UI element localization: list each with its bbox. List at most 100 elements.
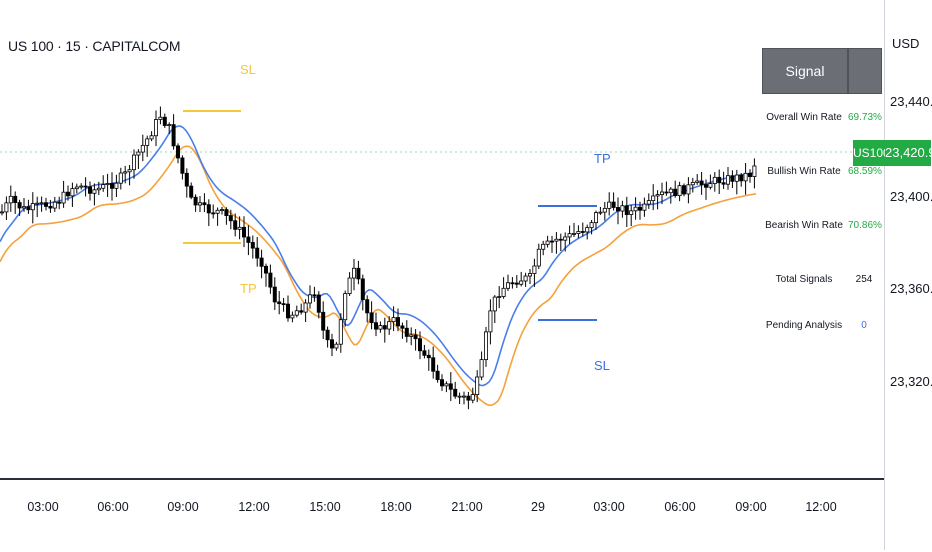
candle[interactable] bbox=[395, 308, 400, 332]
candle[interactable] bbox=[158, 106, 163, 125]
candle[interactable] bbox=[17, 199, 22, 216]
candle[interactable] bbox=[123, 165, 128, 184]
candle[interactable] bbox=[334, 341, 339, 351]
candle[interactable] bbox=[171, 114, 176, 150]
candle[interactable] bbox=[721, 171, 726, 189]
candle[interactable] bbox=[633, 197, 638, 220]
candle[interactable] bbox=[92, 183, 97, 206]
candle[interactable] bbox=[554, 232, 559, 254]
candle[interactable] bbox=[277, 291, 282, 315]
candle[interactable] bbox=[88, 181, 93, 201]
candle[interactable] bbox=[189, 182, 194, 200]
candle[interactable] bbox=[153, 110, 158, 147]
candle[interactable] bbox=[281, 297, 286, 312]
candle[interactable] bbox=[589, 219, 594, 235]
candle[interactable] bbox=[105, 173, 110, 197]
candle[interactable] bbox=[356, 260, 361, 285]
candle[interactable] bbox=[664, 181, 669, 196]
candle[interactable] bbox=[695, 174, 700, 185]
candle[interactable] bbox=[448, 372, 453, 402]
candle[interactable] bbox=[545, 235, 550, 248]
candle[interactable] bbox=[255, 236, 260, 267]
candle[interactable] bbox=[44, 197, 49, 211]
candle[interactable] bbox=[52, 196, 57, 212]
candle[interactable] bbox=[369, 301, 374, 330]
candle[interactable] bbox=[699, 171, 704, 195]
candle[interactable] bbox=[409, 327, 414, 346]
candle[interactable] bbox=[620, 200, 625, 218]
candle[interactable] bbox=[453, 381, 458, 399]
candle[interactable] bbox=[224, 207, 229, 225]
candle[interactable] bbox=[343, 290, 348, 327]
candle[interactable] bbox=[241, 216, 246, 248]
candle[interactable] bbox=[79, 183, 84, 190]
candle[interactable] bbox=[136, 149, 141, 169]
candle[interactable] bbox=[439, 374, 444, 391]
candle[interactable] bbox=[510, 277, 515, 289]
candle[interactable] bbox=[294, 305, 299, 318]
candle[interactable] bbox=[110, 172, 115, 201]
candle[interactable] bbox=[228, 209, 233, 230]
candle[interactable] bbox=[550, 235, 555, 253]
candle[interactable] bbox=[312, 286, 317, 302]
candle[interactable] bbox=[624, 196, 629, 227]
candle[interactable] bbox=[651, 184, 656, 211]
candle[interactable] bbox=[285, 295, 290, 322]
candle[interactable] bbox=[629, 204, 634, 227]
candle[interactable] bbox=[184, 168, 189, 198]
candle[interactable] bbox=[457, 392, 462, 405]
candle[interactable] bbox=[677, 181, 682, 202]
candle[interactable] bbox=[233, 213, 238, 237]
candle[interactable] bbox=[748, 169, 753, 183]
candle[interactable] bbox=[250, 235, 255, 259]
candle[interactable] bbox=[360, 274, 365, 311]
candle[interactable] bbox=[598, 206, 603, 215]
candle[interactable] bbox=[391, 306, 396, 332]
candle[interactable] bbox=[290, 311, 295, 323]
candle[interactable] bbox=[413, 329, 418, 351]
candle[interactable] bbox=[690, 177, 695, 193]
candle[interactable] bbox=[193, 194, 198, 212]
candle[interactable] bbox=[466, 391, 471, 410]
candle[interactable] bbox=[4, 196, 9, 220]
candle[interactable] bbox=[219, 206, 224, 215]
candle[interactable] bbox=[272, 277, 277, 310]
candle[interactable] bbox=[96, 181, 101, 195]
candle[interactable] bbox=[387, 316, 392, 335]
candle[interactable] bbox=[118, 167, 123, 190]
candle[interactable] bbox=[307, 285, 312, 309]
candle[interactable] bbox=[607, 192, 612, 216]
candle[interactable] bbox=[0, 204, 4, 216]
candle[interactable] bbox=[655, 190, 660, 210]
candle[interactable] bbox=[39, 196, 44, 212]
candle[interactable] bbox=[519, 271, 524, 287]
candle[interactable] bbox=[83, 177, 88, 197]
candle[interactable] bbox=[365, 295, 370, 323]
candle[interactable] bbox=[704, 179, 709, 200]
candle[interactable] bbox=[563, 232, 568, 252]
candle[interactable] bbox=[743, 163, 748, 195]
candle[interactable] bbox=[351, 258, 356, 291]
candle[interactable] bbox=[378, 321, 383, 333]
candle[interactable] bbox=[734, 169, 739, 195]
candle[interactable] bbox=[140, 134, 145, 162]
candle[interactable] bbox=[114, 174, 119, 198]
candle[interactable] bbox=[180, 155, 185, 180]
candle[interactable] bbox=[268, 264, 273, 294]
candle[interactable] bbox=[404, 320, 409, 343]
candle[interactable] bbox=[475, 370, 480, 403]
candle[interactable] bbox=[492, 295, 497, 324]
candle[interactable] bbox=[638, 201, 643, 220]
candle[interactable] bbox=[316, 291, 321, 319]
candle[interactable] bbox=[505, 274, 510, 292]
candle[interactable] bbox=[461, 391, 466, 405]
candle[interactable] bbox=[48, 199, 53, 213]
candle[interactable] bbox=[497, 286, 502, 309]
candle[interactable] bbox=[717, 169, 722, 194]
candle[interactable] bbox=[558, 233, 563, 252]
candle[interactable] bbox=[338, 313, 343, 353]
candle[interactable] bbox=[373, 312, 378, 337]
candle[interactable] bbox=[422, 344, 427, 359]
candle[interactable] bbox=[400, 322, 405, 339]
candle[interactable] bbox=[602, 201, 607, 221]
